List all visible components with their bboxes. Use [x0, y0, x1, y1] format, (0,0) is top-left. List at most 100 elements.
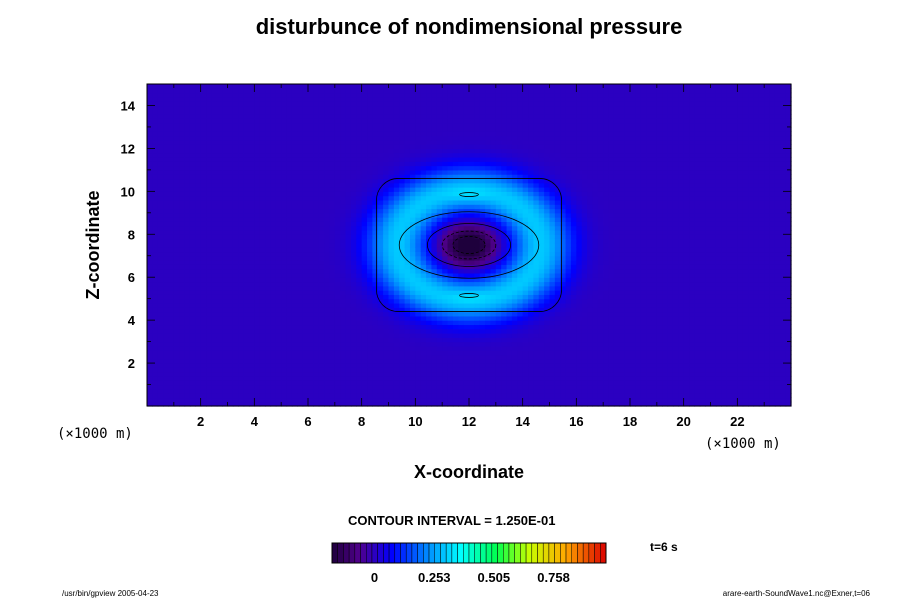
- heatmap-cell: [318, 337, 325, 343]
- heatmap-cell: [248, 234, 255, 240]
- heatmap-cell: [452, 242, 459, 248]
- heatmap-cell: [452, 367, 459, 373]
- heatmap-cell: [356, 367, 363, 373]
- heatmap-cell: [286, 358, 293, 364]
- heatmap-cell: [308, 118, 314, 124]
- heatmap-cell: [302, 242, 309, 248]
- heatmap-cell: [420, 122, 427, 128]
- heatmap-cell: [275, 126, 282, 132]
- heatmap-cell: [404, 375, 411, 381]
- heatmap-cell: [334, 345, 341, 351]
- heatmap-cell: [463, 247, 470, 253]
- heatmap-cell: [313, 234, 320, 240]
- heatmap-cell: [452, 255, 459, 261]
- heatmap-cell: [372, 277, 379, 283]
- heatmap-cell: [297, 109, 304, 115]
- heatmap-cell: [259, 174, 266, 180]
- heatmap-cell: [265, 393, 272, 399]
- heatmap-cell: [501, 375, 508, 381]
- heatmap-cell: [426, 264, 433, 270]
- heatmap-cell: [200, 354, 207, 360]
- heatmap-cell: [404, 320, 411, 326]
- heatmap-cell: [313, 131, 320, 137]
- heatmap-cell: [222, 191, 229, 197]
- heatmap-cell: [393, 139, 400, 145]
- heatmap-cell: [420, 178, 427, 184]
- heatmap-cell: [447, 144, 454, 149]
- heatmap-cell: [490, 114, 497, 119]
- heatmap-cell: [356, 84, 363, 89]
- heatmap-cell: [463, 204, 470, 210]
- heatmap-cell: [259, 384, 266, 390]
- heatmap-cell: [195, 298, 202, 304]
- heatmap-cell: [184, 174, 191, 180]
- heatmap-cell: [479, 393, 486, 399]
- heatmap-cell: [265, 401, 272, 407]
- heatmap-cell: [383, 238, 390, 244]
- heatmap-cell: [222, 96, 229, 102]
- heatmap-cell: [179, 268, 186, 274]
- heatmap-cell: [232, 144, 239, 149]
- heatmap-cell: [415, 260, 422, 265]
- heatmap-cell: [243, 371, 250, 377]
- heatmap-cell: [485, 255, 492, 261]
- heatmap-cell: [399, 161, 406, 167]
- heatmap-cell: [345, 234, 352, 240]
- heatmap-cell: [254, 380, 261, 386]
- heatmap-cell: [232, 277, 239, 283]
- heatmap-cell: [393, 208, 400, 214]
- heatmap-cell: [340, 281, 347, 287]
- heatmap-cell: [308, 328, 314, 334]
- heatmap-cell: [270, 144, 277, 149]
- heatmap-cell: [163, 358, 170, 364]
- heatmap-cell: [286, 260, 293, 265]
- heatmap-cell: [265, 135, 272, 141]
- heatmap-cell: [463, 281, 470, 287]
- heatmap-cell: [216, 148, 223, 154]
- heatmap-cell: [415, 397, 422, 403]
- heatmap-cell: [147, 225, 153, 231]
- heatmap-cell: [238, 358, 245, 364]
- heatmap-cell: [200, 328, 207, 334]
- heatmap-cell: [367, 131, 373, 137]
- heatmap-cell: [152, 174, 159, 180]
- heatmap-cell: [415, 101, 422, 107]
- heatmap-cell: [243, 161, 250, 167]
- heatmap-cell: [216, 139, 223, 145]
- heatmap-cell: [350, 337, 357, 343]
- heatmap-cell: [216, 272, 223, 278]
- heatmap-cell: [195, 277, 202, 283]
- heatmap-cell: [302, 320, 309, 326]
- heatmap-cell: [248, 260, 255, 265]
- heatmap-cell: [147, 199, 153, 205]
- heatmap-cell: [361, 354, 368, 360]
- heatmap-cell: [377, 105, 384, 111]
- heatmap-cell: [393, 182, 400, 188]
- heatmap-cell: [442, 290, 449, 295]
- heatmap-cell: [452, 281, 459, 287]
- heatmap-cell: [227, 298, 234, 304]
- heatmap-cell: [479, 298, 486, 304]
- heatmap-cell: [372, 101, 379, 107]
- heatmap-cell: [184, 238, 191, 244]
- heatmap-cell: [442, 204, 449, 210]
- heatmap-cell: [415, 126, 422, 132]
- heatmap-cell: [442, 397, 449, 403]
- heatmap-cell: [361, 92, 368, 98]
- heatmap-cell: [147, 161, 153, 167]
- heatmap-cell: [485, 380, 492, 386]
- heatmap-cell: [388, 156, 395, 162]
- heatmap-cell: [275, 165, 282, 171]
- heatmap-cell: [420, 320, 427, 326]
- heatmap-cell: [350, 380, 357, 386]
- heatmap-cell: [248, 148, 255, 154]
- heatmap-cell: [318, 118, 325, 124]
- heatmap-cell: [340, 358, 347, 364]
- heatmap-cell: [350, 397, 357, 403]
- heatmap-cell: [324, 131, 331, 137]
- heatmap-cell: [259, 105, 266, 111]
- heatmap-cell: [206, 354, 212, 360]
- heatmap-cell: [291, 242, 298, 248]
- heatmap-cell: [442, 393, 449, 399]
- heatmap-cell: [474, 229, 481, 235]
